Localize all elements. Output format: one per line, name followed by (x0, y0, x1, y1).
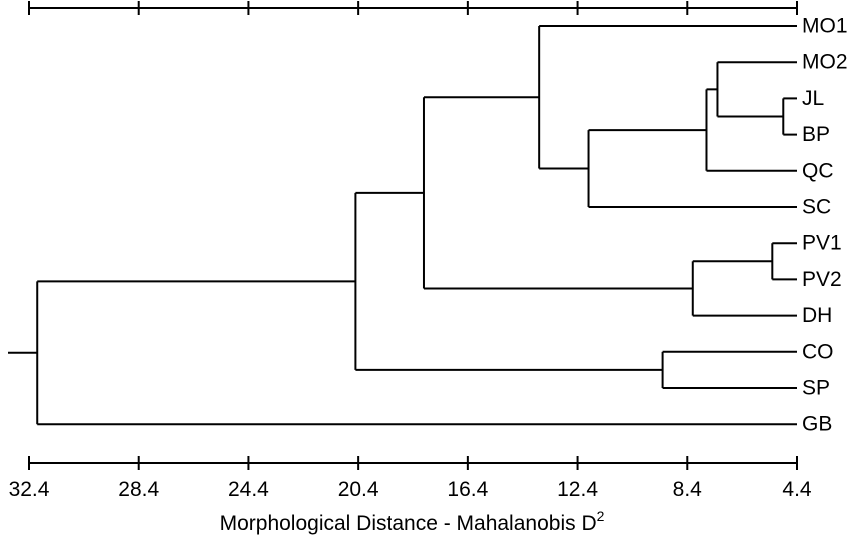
leaf-label-jl: JL (802, 87, 824, 110)
leaf-labels: MO1 MO2 JL BP QC SC PV1 PV2 DH CO SP GB (802, 15, 848, 436)
leaf-label-pv2: PV2 (802, 268, 842, 291)
x-tick-label: 32.4 (9, 478, 50, 501)
x-tick-label: 16.4 (447, 478, 488, 501)
x-tick-label: 12.4 (557, 478, 598, 501)
x-tick-label: 28.4 (118, 478, 159, 501)
leaf-label-gb: GB (802, 413, 832, 436)
x-tick-label: 20.4 (338, 478, 379, 501)
bottom-axis: 32.4 28.4 24.4 20.4 16.4 12.4 8.4 4.4 (9, 456, 812, 501)
leaf-label-mo1: MO1 (802, 15, 848, 38)
x-axis-title-superscript: 2 (597, 508, 605, 524)
dendrogram-branches (8, 25, 797, 426)
leaf-label-dh: DH (802, 304, 832, 327)
x-axis-title: Morphological Distance - Mahalanobis D2 (220, 508, 605, 535)
x-axis-title-text: Morphological Distance - Mahalanobis D (220, 512, 597, 535)
x-tick-label: 4.4 (782, 478, 812, 501)
x-tick-label: 24.4 (228, 478, 269, 501)
leaf-label-pv1: PV1 (802, 232, 842, 255)
leaf-label-co: CO (802, 340, 834, 363)
top-axis (28, 1, 798, 15)
leaf-label-mo2: MO2 (802, 51, 848, 74)
leaf-label-bp: BP (802, 123, 830, 146)
leaf-label-sp: SP (802, 377, 830, 400)
leaf-label-qc: QC (802, 159, 834, 182)
leaf-label-sc: SC (802, 196, 831, 219)
x-tick-label: 8.4 (673, 478, 703, 501)
